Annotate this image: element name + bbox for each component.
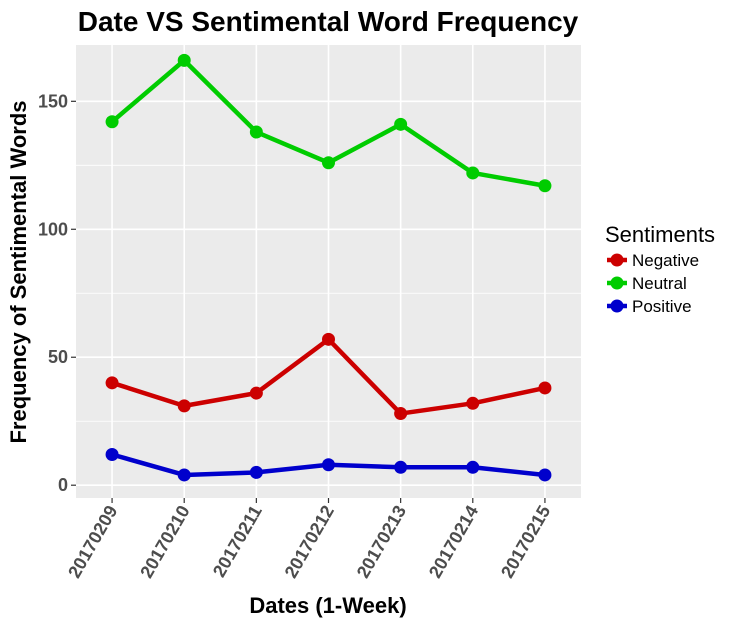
data-point bbox=[322, 458, 335, 472]
legend-label: Negative bbox=[632, 251, 699, 270]
legend-item-negative: Negative bbox=[607, 251, 699, 270]
data-point bbox=[177, 399, 191, 413]
series-neutral bbox=[105, 53, 552, 193]
data-point bbox=[322, 332, 335, 346]
y-tick-label: 100 bbox=[38, 219, 68, 239]
x-axis-title: Dates (1-Week) bbox=[249, 593, 406, 618]
y-axis: 0 50 100 150 bbox=[38, 91, 76, 495]
data-point bbox=[394, 117, 408, 131]
legend-key-point bbox=[610, 299, 624, 313]
data-point bbox=[538, 468, 552, 482]
data-point bbox=[249, 465, 263, 479]
data-point bbox=[105, 447, 119, 461]
data-point bbox=[538, 381, 552, 395]
data-point bbox=[249, 386, 263, 400]
data-point bbox=[394, 407, 408, 421]
chart-title: Date VS Sentimental Word Frequency bbox=[78, 6, 579, 37]
x-tick-label: 20170209 bbox=[64, 502, 121, 581]
x-tick-label: 20170211 bbox=[209, 502, 266, 580]
data-point bbox=[177, 468, 191, 482]
data-point bbox=[394, 460, 408, 474]
y-tick-label: 50 bbox=[48, 347, 68, 367]
legend: Sentiments Negative Neutral Positive bbox=[605, 222, 715, 316]
y-tick-label: 0 bbox=[58, 475, 68, 495]
data-point bbox=[466, 396, 480, 410]
legend-label: Positive bbox=[632, 297, 692, 316]
series-negative bbox=[105, 332, 552, 421]
data-point bbox=[466, 166, 480, 180]
x-tick-label: 20170212 bbox=[281, 502, 338, 581]
x-axis: 20170209 20170210 20170211 20170212 20170213… bbox=[64, 498, 554, 581]
data-point bbox=[249, 125, 263, 139]
data-point bbox=[322, 156, 335, 170]
y-tick-label: 150 bbox=[38, 91, 68, 111]
data-point bbox=[177, 53, 191, 67]
x-tick-label: 20170210 bbox=[136, 502, 193, 581]
data-point bbox=[538, 179, 552, 193]
series-positive bbox=[105, 447, 552, 482]
data-point bbox=[466, 460, 480, 474]
series-layer bbox=[105, 53, 552, 482]
x-tick-label: 20170215 bbox=[497, 502, 554, 581]
x-tick-label: 20170213 bbox=[353, 502, 410, 581]
legend-key-point bbox=[610, 276, 624, 290]
data-point bbox=[105, 376, 119, 390]
legend-title: Sentiments bbox=[605, 222, 715, 247]
legend-key-point bbox=[610, 253, 624, 267]
data-point bbox=[105, 115, 119, 129]
legend-item-neutral: Neutral bbox=[607, 274, 687, 293]
legend-item-positive: Positive bbox=[607, 297, 692, 316]
y-axis-title: Frequency of Sentimental Words bbox=[6, 100, 31, 443]
x-tick-label: 20170214 bbox=[425, 502, 482, 581]
legend-label: Neutral bbox=[632, 274, 687, 293]
